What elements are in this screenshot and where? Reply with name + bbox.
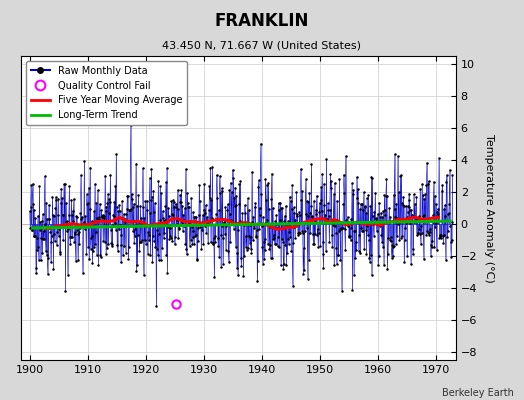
Text: FRANKLIN: FRANKLIN (215, 12, 309, 30)
Text: Berkeley Earth: Berkeley Earth (442, 388, 514, 398)
Text: 43.450 N, 71.667 W (United States): 43.450 N, 71.667 W (United States) (162, 40, 362, 50)
Y-axis label: Temperature Anomaly (°C): Temperature Anomaly (°C) (484, 134, 494, 282)
Legend: Raw Monthly Data, Quality Control Fail, Five Year Moving Average, Long-Term Tren: Raw Monthly Data, Quality Control Fail, … (26, 61, 187, 125)
